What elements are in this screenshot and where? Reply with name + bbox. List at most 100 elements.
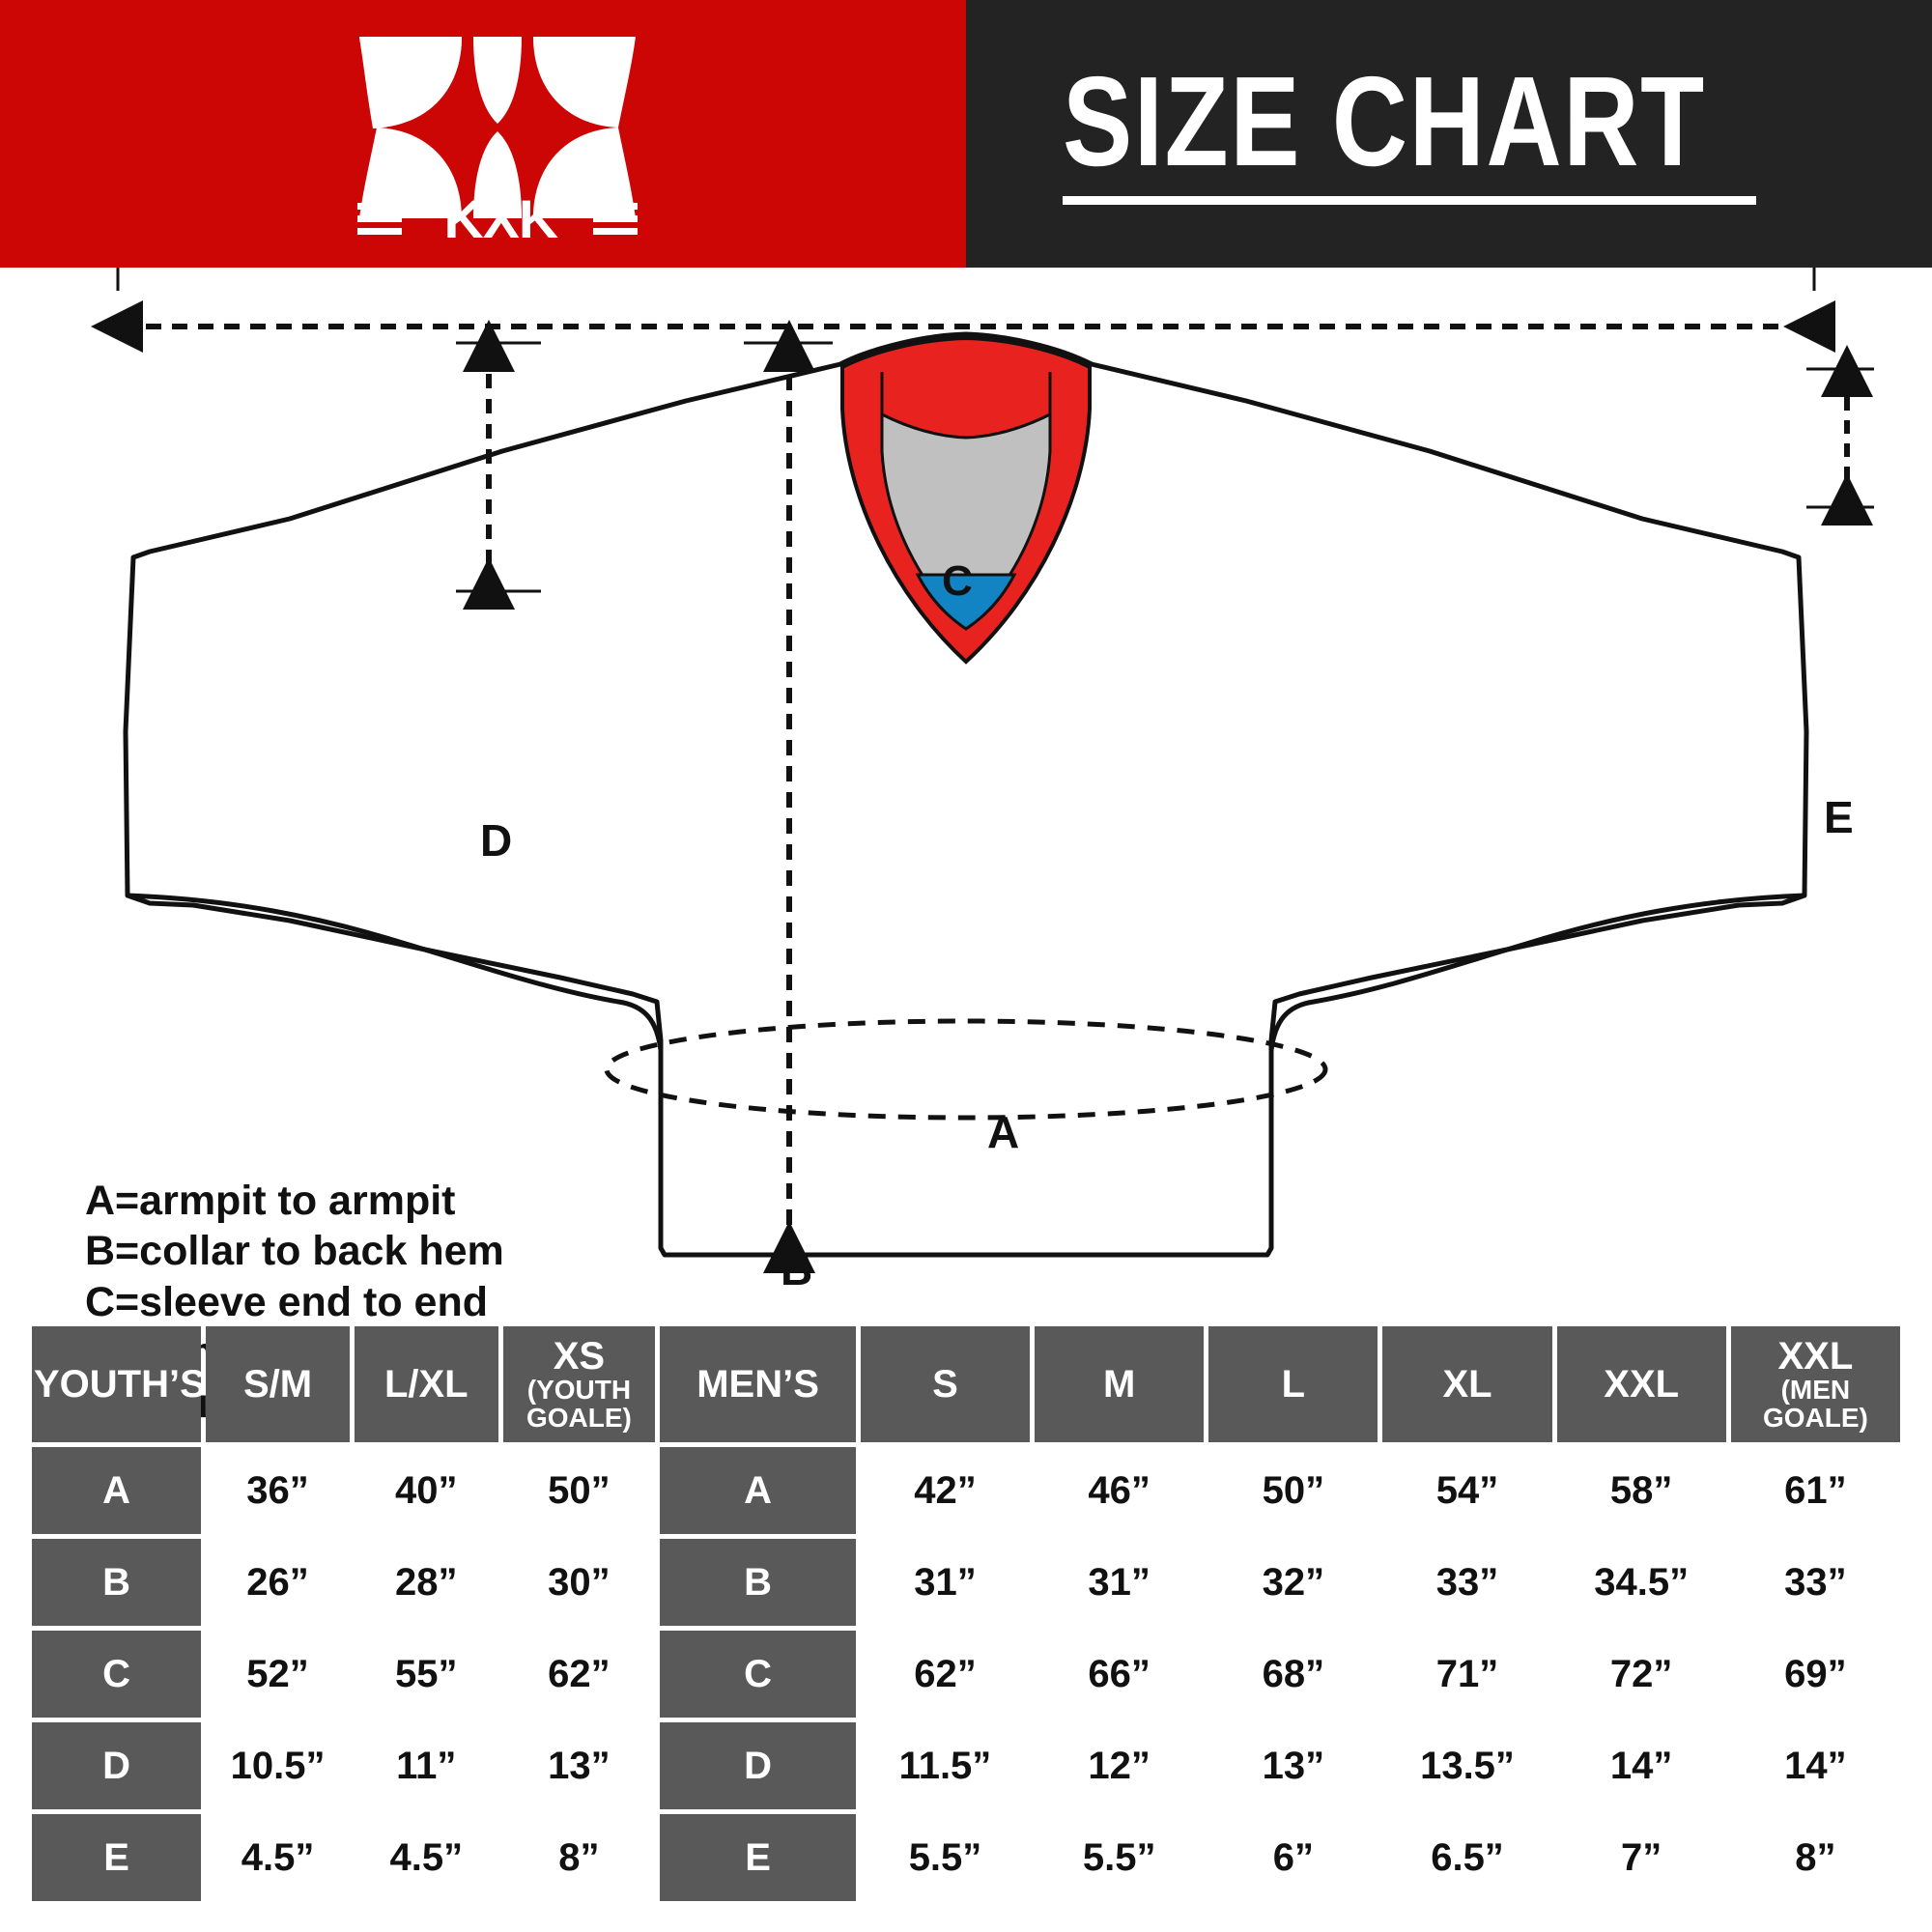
cell-youth-d-sm: 10.5” xyxy=(206,1722,350,1809)
cell-youth-b-xs: 30” xyxy=(502,1539,656,1626)
cell-men-d-xxl: 14” xyxy=(1556,1722,1726,1809)
cell-men-a-s: 42” xyxy=(860,1447,1031,1534)
row-label-men-b: B xyxy=(660,1539,856,1626)
col-men-s: S xyxy=(860,1326,1031,1442)
table-header-row: YOUTH’S S/M L/XL XS (YOUTH GOALE) MEN’S xyxy=(32,1326,1900,1442)
row-label-youth-e: E xyxy=(32,1814,202,1901)
kxk-hourglass-logo: KXK xyxy=(338,23,657,245)
cell-youth-c-lxl: 55” xyxy=(354,1631,498,1718)
cell-men-a-xxl: 58” xyxy=(1556,1447,1726,1534)
dimension-label-b: B xyxy=(781,1244,813,1294)
row-label-youth-a: A xyxy=(32,1447,202,1534)
cell-youth-a-lxl: 40” xyxy=(354,1447,498,1534)
row-label-men-c: C xyxy=(660,1631,856,1718)
cell-men-e-xxl: 7” xyxy=(1556,1814,1726,1901)
cell-men-c-l: 68” xyxy=(1208,1631,1378,1718)
cell-men-d-m: 12” xyxy=(1035,1722,1205,1809)
cell-youth-c-sm: 52” xyxy=(206,1631,350,1718)
col-men-xl-label: XL xyxy=(1442,1363,1492,1406)
col-men-m: M xyxy=(1035,1326,1205,1442)
cell-youth-e-lxl: 4.5” xyxy=(354,1814,498,1901)
col-men-m-label: M xyxy=(1103,1363,1136,1406)
cell-men-c-xl: 71” xyxy=(1382,1631,1552,1718)
cell-men-c-m: 66” xyxy=(1035,1631,1205,1718)
cell-men-d-s: 11.5” xyxy=(860,1722,1031,1809)
col-men-xxl-label: XXL xyxy=(1604,1363,1680,1406)
row-label-men-d: D xyxy=(660,1722,856,1809)
title-block: SIZE CHART xyxy=(1063,58,1835,205)
cell-men-c-s: 62” xyxy=(860,1631,1031,1718)
cell-men-b-xxl: 34.5” xyxy=(1556,1539,1726,1626)
dimension-label-a: A xyxy=(987,1107,1020,1157)
col-youth-lxl: L/XL xyxy=(354,1326,498,1442)
size-table: YOUTH’S S/M L/XL XS (YOUTH GOALE) MEN’S xyxy=(27,1321,1905,1906)
jersey-diagram: C D E A B A=armpit to armpit B=collar to… xyxy=(0,268,1932,1427)
size-table-wrapper: YOUTH’S S/M L/XL XS (YOUTH GOALE) MEN’S xyxy=(27,1321,1905,1906)
col-men-xxl-goalie-sublabel: (MEN GOALE) xyxy=(1762,1375,1868,1433)
cell-men-a-xxl-goalie: 61” xyxy=(1730,1447,1900,1534)
col-youth-sm: S/M xyxy=(206,1326,350,1442)
cell-men-a-xl: 54” xyxy=(1382,1447,1552,1534)
cell-men-a-m: 46” xyxy=(1035,1447,1205,1534)
col-men-xxl: XXL xyxy=(1556,1326,1726,1442)
col-youth-xs-goalie: XS (YOUTH GOALE) xyxy=(502,1326,656,1442)
table-row: D 10.5” 11” 13” D 11.5” 12” 13” 13.5” 14… xyxy=(32,1722,1900,1809)
table-row: C 52” 55” 62” C 62” 66” 68” 71” 72” 69” xyxy=(32,1631,1900,1718)
cell-youth-b-sm: 26” xyxy=(206,1539,350,1626)
cell-men-d-xl: 13.5” xyxy=(1382,1722,1552,1809)
dimension-label-d: D xyxy=(480,815,513,866)
cell-men-c-xxl-goalie: 69” xyxy=(1730,1631,1900,1718)
cell-men-e-xl: 6.5” xyxy=(1382,1814,1552,1901)
cell-youth-c-xs: 62” xyxy=(502,1631,656,1718)
col-men-xxl-goalie: XXL (MEN GOALE) xyxy=(1730,1326,1900,1442)
title-panel: SIZE CHART xyxy=(966,0,1932,268)
col-men-s-label: S xyxy=(932,1363,958,1406)
cell-men-b-m: 31” xyxy=(1035,1539,1205,1626)
cell-men-e-l: 6” xyxy=(1208,1814,1378,1901)
table-row: A 36” 40” 50” A 42” 46” 50” 54” 58” 61” xyxy=(32,1447,1900,1534)
page-header: KXK SIZE CHART xyxy=(0,0,1932,268)
cell-men-a-l: 50” xyxy=(1208,1447,1378,1534)
col-men-xl: XL xyxy=(1382,1326,1552,1442)
col-mens: MEN’S xyxy=(660,1326,856,1442)
table-row: E 4.5” 4.5” 8” E 5.5” 5.5” 6” 6.5” 7” 8” xyxy=(32,1814,1900,1901)
cell-youth-b-lxl: 28” xyxy=(354,1539,498,1626)
cell-men-d-l: 13” xyxy=(1208,1722,1378,1809)
col-youth-lxl-label: L/XL xyxy=(384,1363,469,1406)
cell-youth-e-xs: 8” xyxy=(502,1814,656,1901)
col-men-l-label: L xyxy=(1281,1363,1306,1406)
col-youths-label: YOUTH’S xyxy=(34,1363,206,1406)
cell-men-e-m: 5.5” xyxy=(1035,1814,1205,1901)
col-youth-xs-label: XS xyxy=(553,1335,606,1378)
cell-men-e-xxl-goalie: 8” xyxy=(1730,1814,1900,1901)
cell-men-c-xxl: 72” xyxy=(1556,1631,1726,1718)
row-label-youth-b: B xyxy=(32,1539,202,1626)
cell-youth-a-xs: 50” xyxy=(502,1447,656,1534)
cell-youth-d-xs: 13” xyxy=(502,1722,656,1809)
row-label-men-e: E xyxy=(660,1814,856,1901)
brand-panel: KXK xyxy=(0,0,966,268)
cell-youth-a-sm: 36” xyxy=(206,1447,350,1534)
dimension-label-e: E xyxy=(1824,792,1854,842)
table-row: B 26” 28” 30” B 31” 31” 32” 33” 34.5” 33… xyxy=(32,1539,1900,1626)
col-mens-label: MEN’S xyxy=(696,1363,819,1406)
cell-men-e-s: 5.5” xyxy=(860,1814,1031,1901)
row-label-youth-c: C xyxy=(32,1631,202,1718)
cell-men-b-l: 32” xyxy=(1208,1539,1378,1626)
cell-youth-d-lxl: 11” xyxy=(354,1722,498,1809)
col-youth-sm-label: S/M xyxy=(242,1363,313,1406)
cell-men-b-s: 31” xyxy=(860,1539,1031,1626)
row-label-youth-d: D xyxy=(32,1722,202,1809)
col-men-l: L xyxy=(1208,1326,1378,1442)
cell-youth-e-sm: 4.5” xyxy=(206,1814,350,1901)
cell-men-d-xxl-goalie: 14” xyxy=(1730,1722,1900,1809)
col-youth-xs-sublabel: (YOUTH GOALE) xyxy=(526,1375,632,1433)
cell-men-b-xxl-goalie: 33” xyxy=(1730,1539,1900,1626)
title-underline xyxy=(1063,195,1756,205)
col-youths: YOUTH’S xyxy=(32,1326,206,1442)
col-men-xxl-goalie-label: XXL xyxy=(1777,1335,1854,1378)
dimension-label-c: C xyxy=(942,557,973,605)
table-header: YOUTH’S S/M L/XL XS (YOUTH GOALE) MEN’S xyxy=(32,1326,1900,1442)
cell-men-b-xl: 33” xyxy=(1382,1539,1552,1626)
